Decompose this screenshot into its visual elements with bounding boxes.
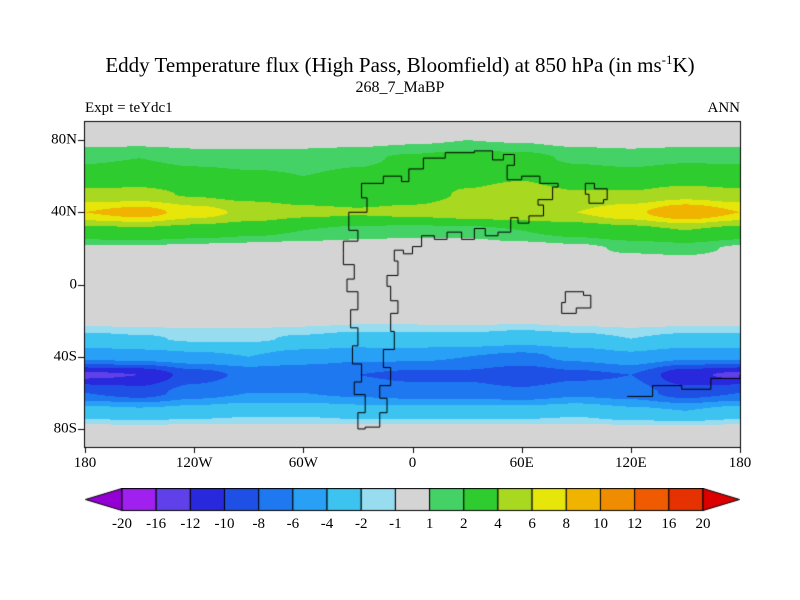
plot-title-superscript: -1	[661, 52, 673, 67]
colorbar-tick-label: 6	[528, 516, 536, 532]
colorbar-tick-label: -12	[180, 516, 201, 532]
x-axis-tick-label: 120W	[175, 455, 213, 471]
colorbar-canvas	[85, 488, 740, 512]
colorbar-tick-label: 12	[627, 516, 643, 532]
x-axis-tick-label: 180	[728, 455, 752, 471]
plot-subtitle: 268_7_MaBP	[355, 79, 445, 96]
colorbar-tick-label: 10	[592, 516, 608, 532]
colorbar-tick-label: -8	[252, 516, 265, 532]
colorbar-tick-label: -2	[354, 516, 368, 532]
y-axis-tick-label: 40N	[51, 203, 77, 220]
colorbar-tick-label: 4	[494, 516, 502, 532]
x-axis-tick-label: 60E	[509, 455, 534, 471]
y-axis-tick-label: 80N	[51, 131, 77, 148]
colorbar-tick-label: -6	[286, 516, 300, 532]
colorbar-tick-label: 2	[460, 516, 468, 532]
colorbar-tick-label: 16	[661, 516, 677, 532]
colorbar-tick-label: -16	[146, 516, 167, 532]
colorbar-tick-label: 1	[425, 516, 434, 532]
plot-title: Eddy Temperature flux (High Pass, Bloomf…	[0, 52, 800, 78]
colorbar-tick-label: -1	[389, 516, 402, 532]
colorbar-tick-label: -20	[112, 516, 132, 532]
contour-map-canvas	[73, 110, 753, 460]
y-axis-tick-label: 0	[69, 276, 78, 292]
x-axis-tick-label: 180	[73, 455, 97, 471]
x-axis-tick-label: 0	[408, 455, 417, 471]
colorbar-tick-label: -4	[320, 516, 334, 532]
colorbar-tick-label: 20	[695, 516, 711, 532]
plot-title-main: Eddy Temperature flux (High Pass, Bloomf…	[105, 53, 662, 77]
y-axis-tick-label: 80S	[53, 420, 77, 437]
x-axis-tick-label: 60W	[288, 455, 318, 471]
colorbar-tick-label: 8	[562, 516, 571, 532]
colorbar-tick-label: -10	[214, 516, 235, 532]
x-axis-tick-label: 120E	[614, 455, 647, 471]
y-axis-tick-label: 40S	[53, 348, 77, 365]
plot-title-end: K)	[672, 53, 695, 77]
